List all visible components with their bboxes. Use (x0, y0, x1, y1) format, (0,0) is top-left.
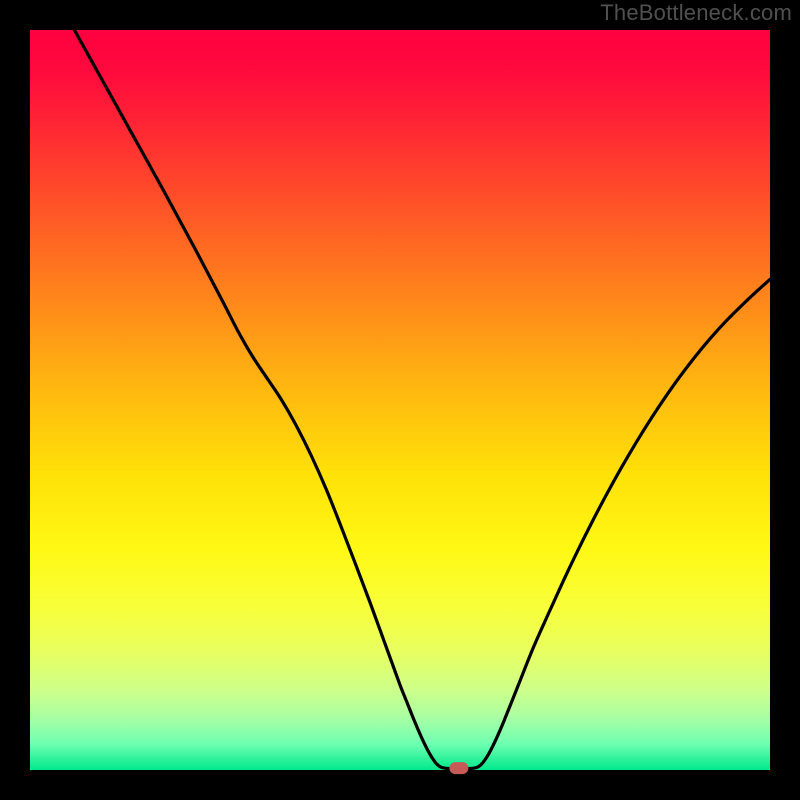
plot-area (30, 30, 770, 770)
bottleneck-curve (30, 30, 770, 770)
watermark-text: TheBottleneck.com (600, 0, 792, 26)
chart-frame: TheBottleneck.com (0, 0, 800, 800)
optimal-marker (450, 762, 469, 774)
